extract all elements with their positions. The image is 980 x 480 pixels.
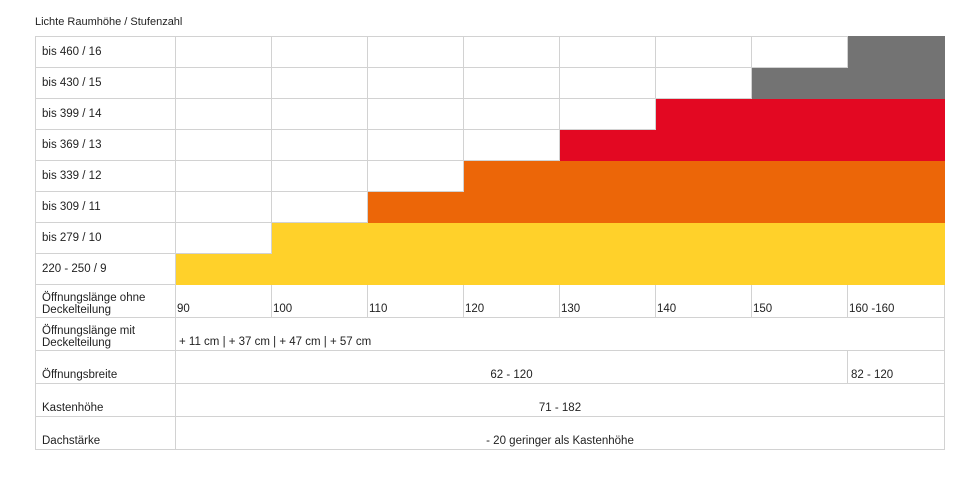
grid-row: 220 - 250 / 9 <box>35 253 945 285</box>
info-value: 71 - 182 <box>175 383 945 417</box>
opening-width-row: Öffnungsbreite 62 - 120 82 - 120 <box>35 350 945 384</box>
x-tick: 160 -160 <box>847 284 945 318</box>
empty-cell <box>367 98 464 130</box>
empty-cell <box>559 36 656 68</box>
empty-cell <box>463 98 560 130</box>
empty-cell <box>559 98 656 130</box>
info-value: + 11 cm | + 37 cm | + 47 cm | + 57 cm <box>175 317 945 351</box>
grid-row: bis 309 / 11 <box>35 191 945 223</box>
grid-row: bis 399 / 14 <box>35 98 945 130</box>
range-bar <box>463 160 945 192</box>
empty-cell <box>175 98 272 130</box>
x-tick: 110 <box>367 284 464 318</box>
grid-row: bis 339 / 12 <box>35 160 945 192</box>
x-tick: 100 <box>271 284 368 318</box>
range-bar <box>559 129 945 161</box>
empty-cell <box>367 67 464 99</box>
x-tick: 120 <box>463 284 560 318</box>
empty-cell <box>271 67 368 99</box>
empty-cell <box>175 36 272 68</box>
grid-body: bis 460 / 16 bis 430 / 15 bis 399 / 14 bis … <box>35 36 945 285</box>
info-value: 62 - 120 <box>175 350 848 384</box>
empty-cell <box>175 222 272 254</box>
empty-cell <box>175 160 272 192</box>
row-label: bis 279 / 10 <box>35 222 176 254</box>
grid-row: bis 369 / 13 <box>35 129 945 161</box>
empty-cell <box>175 129 272 161</box>
info-label: Kastenhöhe <box>35 383 176 417</box>
row-label: 220 - 250 / 9 <box>35 253 176 285</box>
info-value-2: 82 - 120 <box>847 350 945 384</box>
info-label: Dachstärke <box>35 416 176 450</box>
grid-row: bis 279 / 10 <box>35 222 945 254</box>
empty-cell <box>367 36 464 68</box>
info-label: Öffnungsbreite <box>35 350 176 384</box>
row-label: bis 430 / 15 <box>35 67 176 99</box>
empty-cell <box>175 67 272 99</box>
empty-cell <box>655 36 752 68</box>
range-bar <box>751 67 945 99</box>
row-label: bis 309 / 11 <box>35 191 176 223</box>
x-tick: 130 <box>559 284 656 318</box>
empty-cell <box>271 191 368 223</box>
grid-row: bis 430 / 15 <box>35 67 945 99</box>
empty-cell <box>367 129 464 161</box>
grid-row: bis 460 / 16 <box>35 36 945 68</box>
stair-table: bis 460 / 16 bis 430 / 15 bis 399 / 14 bis … <box>35 36 945 450</box>
row-label: bis 339 / 12 <box>35 160 176 192</box>
range-bar <box>367 191 945 223</box>
empty-cell <box>271 36 368 68</box>
empty-cell <box>367 160 464 192</box>
empty-cell <box>559 67 656 99</box>
roof-thickness-row: Dachstärke - 20 geringer als Kastenhöhe <box>35 416 945 450</box>
empty-cell <box>271 98 368 130</box>
info-value: - 20 geringer als Kastenhöhe <box>175 416 945 450</box>
range-bar <box>847 36 945 68</box>
x-tick: 150 <box>751 284 848 318</box>
range-bar <box>655 98 945 130</box>
empty-cell <box>271 160 368 192</box>
x-tick: 140 <box>655 284 752 318</box>
chart-title: Lichte Raumhöhe / Stufenzahl <box>35 16 183 28</box>
empty-cell <box>463 36 560 68</box>
empty-cell <box>655 67 752 99</box>
row-label: bis 399 / 14 <box>35 98 176 130</box>
range-bar <box>271 222 945 254</box>
box-height-row: Kastenhöhe 71 - 182 <box>35 383 945 417</box>
x-header-label: Öffnungslänge ohne Deckelteilung <box>35 284 176 318</box>
range-bar <box>175 253 945 285</box>
opening-length-cover-row: Öffnungslänge mit Deckelteilung + 11 cm … <box>35 317 945 351</box>
empty-cell <box>271 129 368 161</box>
empty-cell <box>463 129 560 161</box>
row-label: bis 369 / 13 <box>35 129 176 161</box>
row-label: bis 460 / 16 <box>35 36 176 68</box>
x-tick: 90 <box>175 284 272 318</box>
empty-cell <box>751 36 848 68</box>
info-label: Öffnungslänge mit Deckelteilung <box>35 317 176 351</box>
opening-length-row: Öffnungslänge ohne Deckelteilung 90 100 … <box>35 284 945 318</box>
empty-cell <box>175 191 272 223</box>
empty-cell <box>463 67 560 99</box>
